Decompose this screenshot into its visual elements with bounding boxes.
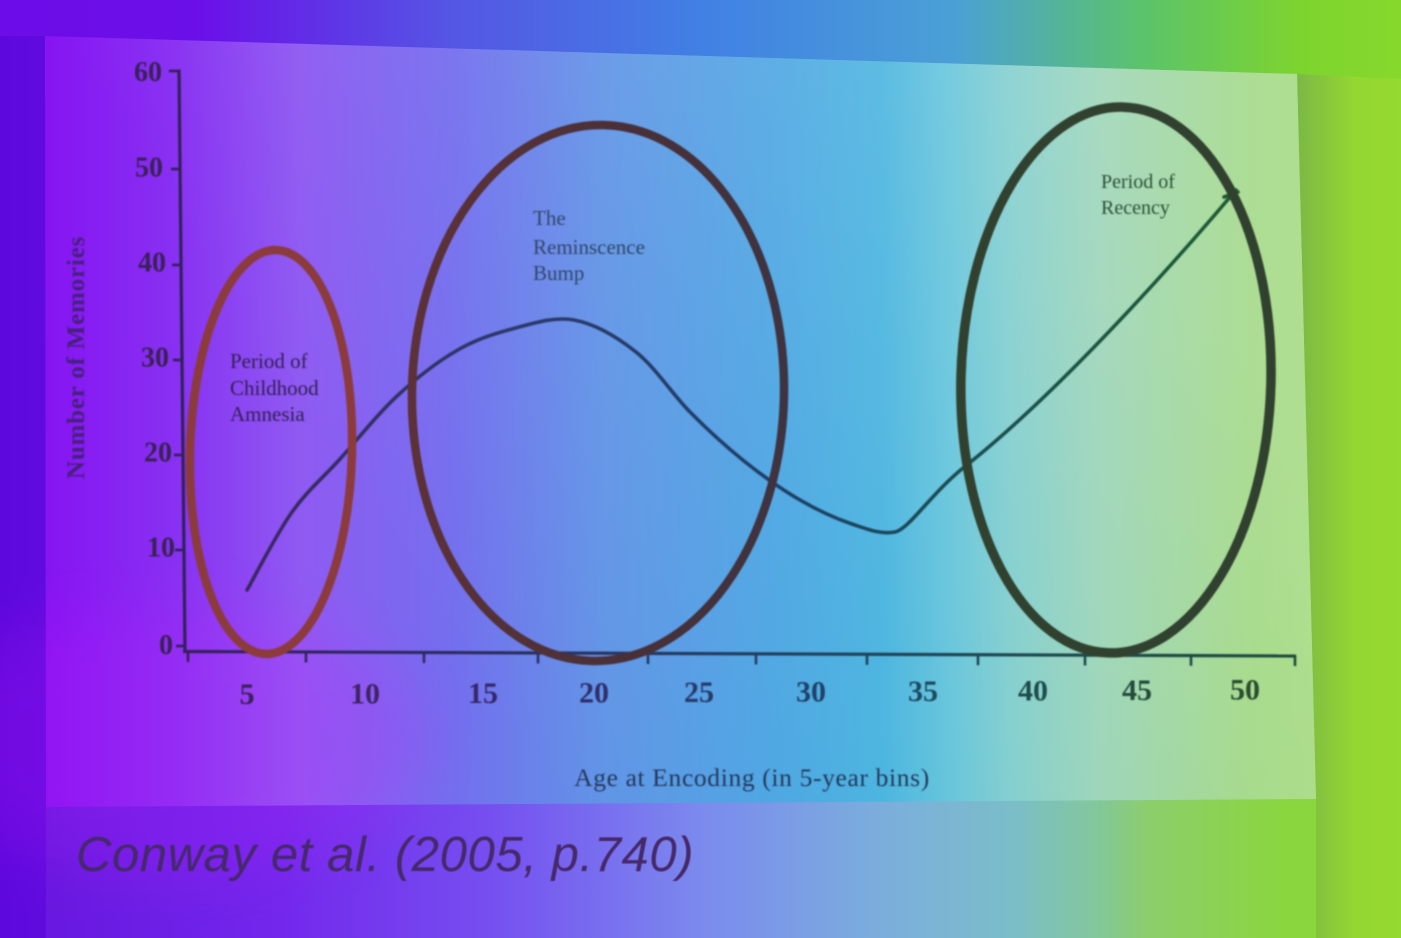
svg-text:Age at Encoding (in 5-year bin: Age at Encoding (in 5-year bins) — [574, 763, 930, 792]
svg-text:50: 50 — [135, 153, 163, 184]
svg-text:Recency: Recency — [1101, 197, 1170, 219]
svg-text:5: 5 — [240, 678, 255, 711]
svg-text:Reminscence: Reminscence — [533, 235, 645, 259]
svg-text:30: 30 — [141, 343, 169, 374]
svg-text:Amnesia: Amnesia — [230, 402, 305, 426]
svg-text:20: 20 — [144, 438, 172, 469]
svg-text:60: 60 — [134, 57, 162, 88]
svg-text:15: 15 — [468, 677, 498, 710]
svg-text:40: 40 — [138, 248, 166, 279]
svg-text:45: 45 — [1122, 674, 1152, 707]
svg-text:Conway et al. (2005, p.740): Conway et al. (2005, p.740) — [76, 828, 694, 882]
svg-text:Bump: Bump — [533, 261, 584, 285]
svg-text:35: 35 — [908, 675, 938, 708]
svg-text:20: 20 — [579, 677, 609, 710]
svg-text:Period of: Period of — [230, 349, 308, 373]
svg-text:Period of: Period of — [1101, 171, 1175, 193]
svg-text:Childhood: Childhood — [230, 376, 319, 400]
svg-text:50: 50 — [1230, 674, 1260, 707]
svg-text:40: 40 — [1018, 675, 1048, 708]
svg-text:Number of Memories: Number of Memories — [63, 236, 90, 479]
svg-text:The: The — [533, 206, 566, 230]
svg-text:30: 30 — [796, 676, 826, 709]
svg-text:10: 10 — [350, 678, 380, 711]
svg-text:0: 0 — [159, 630, 173, 661]
svg-text:25: 25 — [684, 676, 714, 709]
svg-text:10: 10 — [147, 533, 175, 564]
